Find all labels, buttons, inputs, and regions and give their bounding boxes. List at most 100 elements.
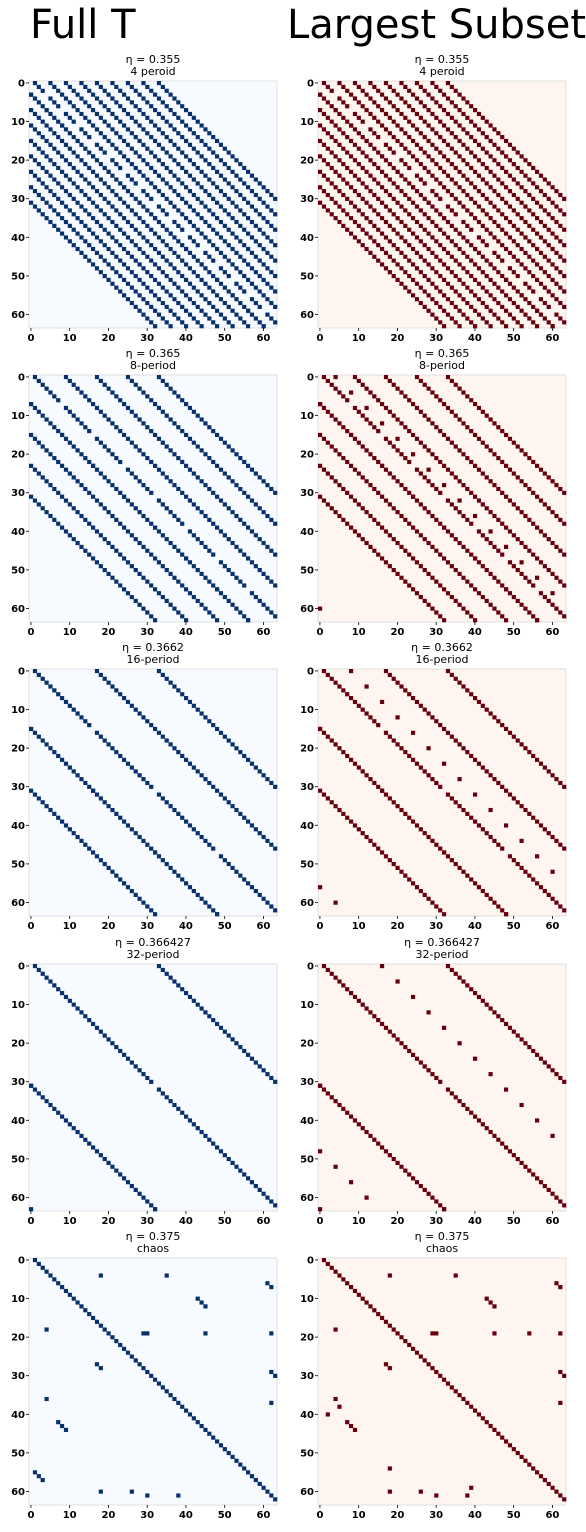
heatmap-cell	[168, 185, 173, 190]
heatmap-cell	[465, 100, 470, 105]
heatmap-cell	[364, 169, 369, 174]
heatmap-cell	[273, 784, 278, 789]
heatmap-cell	[387, 131, 392, 136]
x-tick-label: 40	[468, 1216, 482, 1227]
heatmap-cell	[149, 521, 154, 526]
heatmap-cell	[453, 258, 458, 263]
heatmap-cell	[550, 571, 555, 576]
x-tick-label: 30	[429, 1510, 443, 1521]
heatmap-cell	[333, 1099, 338, 1104]
heatmap-cell	[257, 567, 262, 573]
heatmap-cell	[542, 270, 547, 275]
y-tick-label: 10	[11, 117, 25, 128]
heatmap-cell	[91, 200, 96, 205]
heatmap-cell	[242, 243, 247, 248]
heatmap-cell	[434, 486, 439, 492]
heatmap-cell	[492, 838, 497, 843]
heatmap-cell	[32, 81, 38, 86]
heatmap-cell	[191, 1122, 196, 1127]
heatmap-cell	[407, 877, 412, 882]
heatmap-cell	[238, 192, 243, 198]
heatmap-cell	[453, 227, 458, 232]
heatmap-cell	[199, 479, 204, 484]
heatmap-cell	[457, 246, 462, 252]
heatmap-cell	[145, 84, 150, 90]
heatmap-cell	[67, 162, 72, 167]
heatmap-cell	[329, 181, 334, 186]
heatmap-cell	[265, 281, 270, 286]
x-tick-label: 50	[218, 333, 232, 344]
y-tick-label: 0	[307, 1255, 314, 1266]
heatmap-cell	[430, 158, 435, 163]
heatmap-cell	[191, 471, 196, 476]
heatmap-cell	[438, 552, 443, 557]
heatmap-cell	[507, 792, 513, 797]
heatmap-cell	[337, 1404, 342, 1409]
heatmap-cell	[550, 1485, 555, 1490]
heatmap-cell	[325, 734, 330, 739]
heatmap-cell	[199, 1006, 204, 1011]
heatmap-cell	[153, 618, 158, 623]
heatmap-cell	[141, 312, 146, 317]
y-tick-label: 60	[11, 604, 25, 615]
heatmap-cell	[383, 111, 389, 117]
heatmap-cell	[399, 807, 404, 813]
heatmap-cell	[469, 398, 474, 403]
heatmap-cell	[531, 273, 536, 279]
heatmap-cell	[465, 146, 470, 151]
x-tick-label: 60	[545, 921, 559, 932]
heatmap-cell	[473, 696, 478, 701]
heatmap-cell	[234, 235, 239, 240]
heatmap-cell	[230, 571, 235, 576]
heatmap-cell	[98, 378, 103, 384]
heatmap-cell	[368, 189, 373, 194]
heatmap-cell	[246, 246, 251, 252]
heatmap-cell	[160, 192, 165, 198]
heatmap-cell	[422, 243, 427, 248]
heatmap-cell	[469, 181, 474, 186]
heatmap-cell	[269, 486, 274, 492]
heatmap-cell	[426, 1010, 431, 1015]
heatmap-cell	[399, 421, 404, 426]
heatmap-cell	[325, 84, 330, 90]
heatmap-cell	[230, 200, 235, 205]
heatmap-cell	[125, 436, 131, 441]
heatmap-cell	[180, 877, 185, 882]
heatmap-cell	[352, 823, 358, 828]
heatmap-cell	[114, 270, 119, 275]
heatmap-cell	[387, 378, 392, 384]
heatmap-cell	[438, 398, 443, 403]
heatmap-cell	[149, 784, 154, 789]
heatmap-cell	[480, 162, 485, 167]
heatmap-cell	[67, 409, 72, 414]
heatmap-cell	[98, 1366, 103, 1371]
heatmap-cell	[453, 212, 458, 217]
y-tick-label: 20	[300, 744, 314, 755]
heatmap-cell	[480, 285, 485, 290]
heatmap-cell	[67, 239, 72, 244]
y-tick-label: 0	[18, 961, 25, 972]
heatmap-cell	[403, 177, 408, 182]
heatmap-cell	[376, 196, 381, 201]
heatmap-cell	[523, 158, 528, 163]
heatmap-cell	[122, 293, 127, 298]
heatmap-cell	[265, 544, 270, 549]
heatmap-cell	[434, 579, 439, 584]
y-tick-label: 40	[300, 527, 314, 538]
heatmap-cell	[395, 571, 400, 576]
heatmap-cell	[411, 402, 416, 407]
heatmap-cell	[215, 246, 220, 252]
y-tick-label: 60	[11, 898, 25, 909]
heatmap-cell	[129, 300, 134, 306]
heatmap-cell	[149, 181, 154, 186]
heatmap-cell	[453, 382, 458, 387]
heatmap-cell	[558, 1331, 563, 1336]
heatmap-cell	[504, 293, 509, 298]
heatmap-cell	[407, 289, 412, 294]
heatmap-cell	[114, 84, 119, 90]
heatmap-cell	[500, 429, 505, 434]
heatmap-cell	[94, 1149, 100, 1154]
y-tick-label: 60	[300, 310, 314, 321]
heatmap-cell	[476, 235, 482, 240]
